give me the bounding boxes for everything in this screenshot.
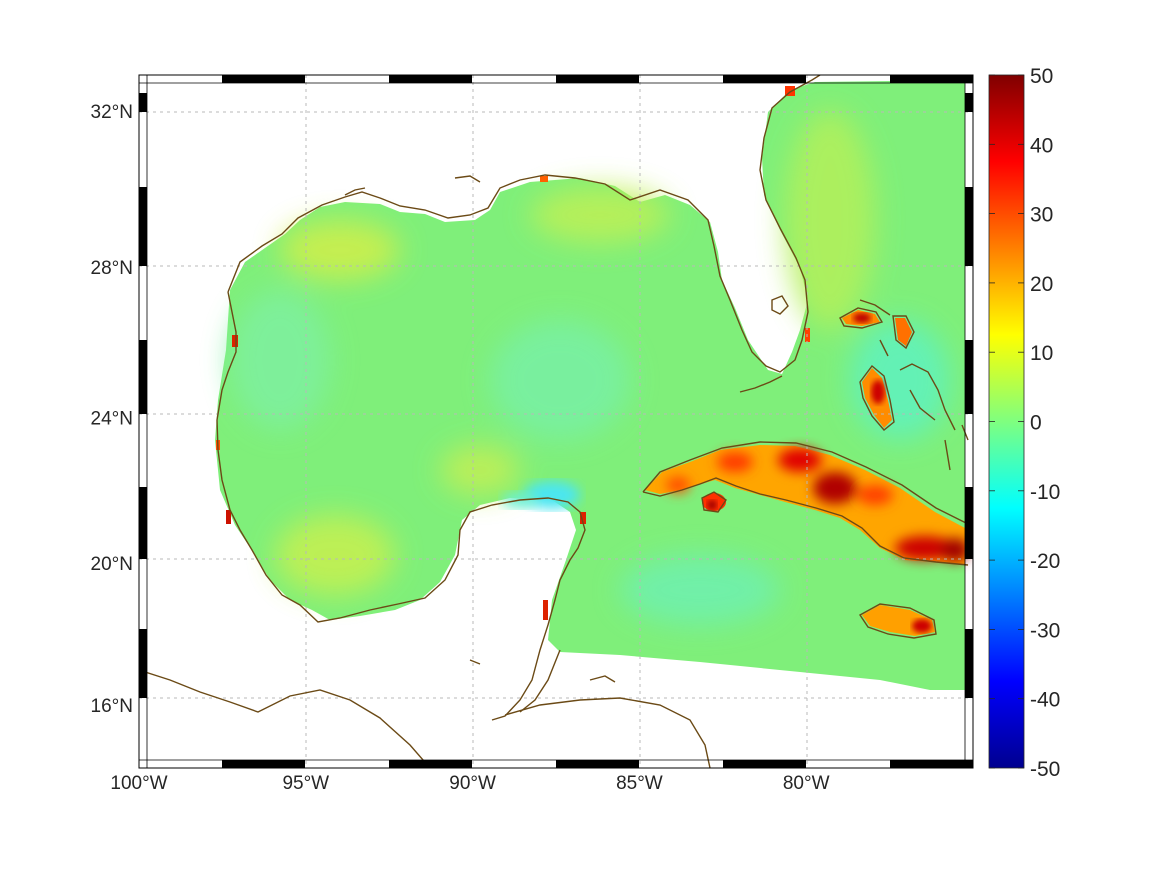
x-tick-label-4: 80°W xyxy=(783,773,830,794)
andros-hotspot xyxy=(871,380,885,404)
colorbar-tick-label-3: 20 xyxy=(1030,273,1053,296)
cuba-hotspot-east xyxy=(895,536,955,560)
field-cool-east-gulf xyxy=(490,320,630,440)
x-tick-labels: 100°W 95°W 90°W 85°W 80°W xyxy=(110,773,829,794)
colorbar-tick-label-8: -30 xyxy=(1030,619,1060,642)
bay-islands xyxy=(469,659,616,683)
isla-juventud-coast xyxy=(701,491,727,513)
y-tick-labels: 16°N 20°N 24°N 28°N 32°N xyxy=(91,102,133,717)
field-warm-central-gulf xyxy=(440,445,520,495)
x-tick-label-0: 100°W xyxy=(110,773,167,794)
field-warm-atlantic xyxy=(785,110,875,330)
andros-coast xyxy=(859,364,895,431)
grand-bahama-coast xyxy=(839,307,884,329)
colorbar-tick-label-2: 30 xyxy=(1030,204,1053,227)
x-tick-label-1: 95°W xyxy=(282,773,329,794)
abaco-field xyxy=(895,318,912,346)
lake-okeechobee xyxy=(771,295,789,315)
mexico-gulf-coast xyxy=(216,291,586,721)
y-tick-label-1: 20°N xyxy=(91,554,133,575)
abaco-coast xyxy=(892,315,915,350)
y-tick-label-0: 16°N xyxy=(91,696,133,717)
graticule xyxy=(139,75,973,768)
coastlines xyxy=(139,75,969,768)
field-warm-bay-campeche xyxy=(275,515,395,595)
central-america-coast xyxy=(504,697,711,768)
colorbar-tick-label-10: -50 xyxy=(1030,758,1060,781)
field-cool-caribbean xyxy=(620,555,780,625)
colorbar-ticks: 50 40 30 20 10 0 -10 -20 -30 -40 -50 xyxy=(989,65,1060,781)
us-gulf-coast xyxy=(227,75,821,373)
colorbar-tick-label-6: -10 xyxy=(1030,481,1060,504)
colorbar-tick-label-9: -40 xyxy=(1030,689,1060,712)
colorbar-tick-label-0: 50 xyxy=(1030,65,1053,88)
jamaica-coast xyxy=(858,603,937,639)
cuba-hotspot-west xyxy=(717,452,753,472)
yucatan-east-inner xyxy=(519,649,561,713)
map-frame xyxy=(138,74,974,769)
colorbar-tick-label-7: -20 xyxy=(1030,550,1060,573)
y-tick-label-2: 24°N xyxy=(91,408,133,429)
texas-barrier xyxy=(344,175,481,196)
florida-keys xyxy=(739,375,783,393)
cuba-hotspot-central xyxy=(778,448,822,472)
x-tick-label-2: 90°W xyxy=(449,773,496,794)
field-warm-fl-panhandle xyxy=(530,187,670,243)
bahamas-banks xyxy=(859,299,956,431)
field-warm-tx xyxy=(280,220,400,280)
cuba-hotspot-far-east xyxy=(941,538,969,562)
isla-juventud-hotspot xyxy=(707,500,717,510)
pacific-coast xyxy=(139,669,431,768)
jamaica-hotspot xyxy=(912,619,932,633)
colorbar-tick-label-4: 10 xyxy=(1030,342,1053,365)
y-tick-label-3: 28°N xyxy=(91,258,133,279)
x-tick-label-3: 85°W xyxy=(616,773,663,794)
cuba-coastline xyxy=(642,441,969,566)
field-cool-west-gulf xyxy=(230,290,330,430)
cuba-hotspot-camaguey xyxy=(813,472,857,504)
colorbar-tick-label-5: 0 xyxy=(1030,412,1042,435)
cuba-hotspot-east-central xyxy=(857,485,893,505)
grand-bahama-hotspot xyxy=(853,313,871,323)
y-tick-label-4: 32°N xyxy=(91,102,133,123)
colorbar-tick-label-1: 40 xyxy=(1030,134,1053,157)
